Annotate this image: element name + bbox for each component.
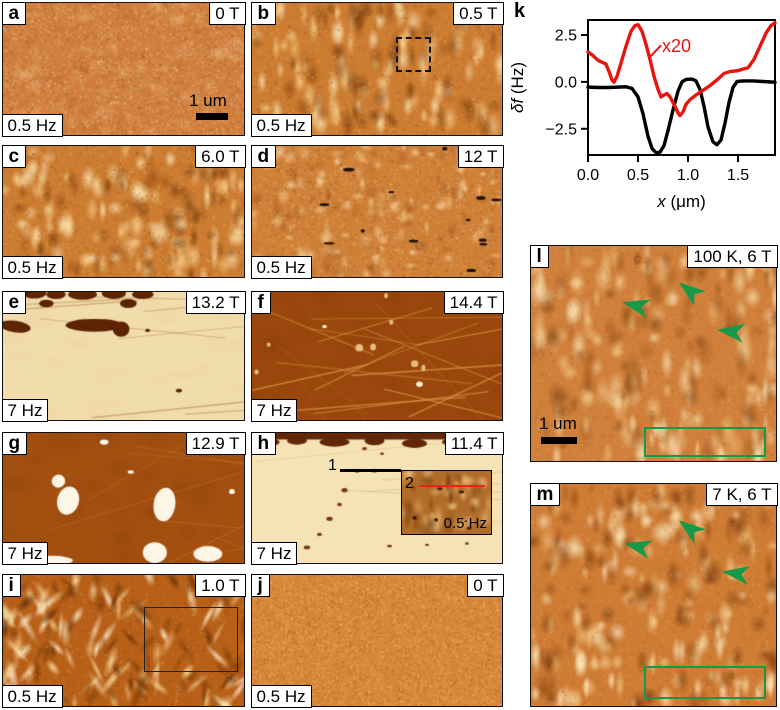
mfm-image-j	[252, 575, 502, 706]
panel-letter-b: b	[250, 1, 277, 25]
panel-j: j 0 T 0.5 Hz	[250, 573, 504, 708]
panel-letter-c: c	[1, 144, 27, 168]
panel-i: i 1.0 T 0.5 Hz	[1, 573, 246, 708]
panel-c: c 6.0 T 0.5 Hz	[1, 144, 246, 279]
green-roi-box	[644, 666, 766, 699]
afm-image-g	[3, 433, 244, 563]
dashed-roi-box	[396, 37, 431, 72]
panel-letter-d: d	[250, 144, 277, 168]
panel-letter-k: k	[514, 0, 526, 22]
chart-svg: 0.0 0.5 1.0 1.5 2.5 0.0 −2.5 x (μm) δf (Hz) x20	[508, 19, 777, 211]
panel-f: f 14.4 T 7 Hz	[250, 290, 504, 422]
scan-rate-label-j: 0.5 Hz	[250, 684, 312, 708]
field-label-b: 0.5 T	[453, 1, 504, 25]
scan-rate-label-g: 7 Hz	[1, 541, 49, 565]
scan-rate-label-b: 0.5 Hz	[250, 113, 312, 137]
panel-b: b 0.5 T 0.5 Hz	[250, 1, 504, 137]
field-label-l: 100 K, 6 T	[687, 244, 778, 268]
y-tick-label: 2.5	[555, 28, 577, 45]
panel-letter-l: l	[529, 244, 549, 268]
scale-bar-a	[196, 113, 228, 120]
arrowhead-icon	[717, 323, 746, 343]
panel-letter-g: g	[1, 431, 28, 455]
y-axis-label: δf (Hz)	[508, 62, 527, 113]
arrowhead-icon	[624, 540, 653, 559]
scan-rate-label-f: 7 Hz	[250, 398, 298, 422]
arrowhead-icon	[678, 282, 706, 307]
field-label-h: 11.4 T	[444, 431, 504, 455]
x-tick-label: 1.0	[677, 167, 699, 184]
scan-rate-label-d: 0.5 Hz	[250, 255, 312, 279]
panel-letter-a: a	[1, 1, 27, 25]
scan-rate-label-h: 7 Hz	[250, 541, 298, 565]
field-label-c: 6.0 T	[195, 144, 246, 168]
x-tick-label: 0.0	[577, 167, 599, 184]
scale-bar-label-l: 1 um	[539, 414, 577, 433]
panel-g: g 12.9 T 7 Hz	[1, 431, 246, 565]
mfm-image-i	[3, 575, 244, 706]
field-label-e: 13.2 T	[185, 290, 246, 314]
scale-bar-l	[541, 437, 577, 444]
roi-box	[144, 607, 238, 672]
mfm-image-c	[3, 146, 244, 277]
mfm-image-b	[252, 3, 502, 135]
panel-m: m 7 K, 6 T	[529, 482, 778, 707]
series-df-x20	[586, 21, 777, 118]
inset-panel: 2 0.5 Hz	[401, 470, 492, 535]
field-label-i: 1.0 T	[195, 573, 246, 597]
panel-letter-i: i	[1, 573, 21, 597]
series-df	[586, 77, 777, 155]
mfm-image-l	[531, 246, 776, 461]
mfm-image-m	[531, 484, 776, 706]
profile-1-label: 1	[328, 457, 337, 474]
x-tick-label: 0.5	[627, 167, 649, 184]
profile-line-2	[419, 485, 485, 487]
panel-h: h 11.4 T 7 Hz 1 2 0.5 Hz	[250, 431, 504, 565]
panel-letter-j: j	[250, 573, 270, 597]
y-tick-label: −2.5	[545, 121, 577, 138]
panel-a: a 0 T 0.5 Hz 1 um	[1, 1, 246, 137]
scan-rate-label-a: 0.5 Hz	[1, 113, 63, 137]
profile-2-label: 2	[405, 475, 414, 492]
scan-rate-label-i: 0.5 Hz	[1, 684, 63, 708]
green-roi-box	[644, 427, 766, 457]
field-label-j: 0 T	[467, 573, 504, 597]
inset-image	[402, 471, 491, 534]
field-label-m: 7 K, 6 T	[706, 482, 778, 506]
panel-l: l 100 K, 6 T 1 um	[529, 244, 778, 462]
panel-letter-m: m	[529, 482, 561, 506]
x-tick-label: 1.5	[727, 167, 749, 184]
y-tick-label: 0.0	[555, 74, 577, 91]
annotation-label: x20	[662, 36, 691, 56]
panel-letter-h: h	[250, 431, 277, 455]
arrowhead-icon	[722, 565, 751, 585]
scale-bar-label-a: 1 um	[189, 91, 227, 110]
panel-letter-e: e	[1, 290, 27, 314]
profile-line-1	[340, 469, 401, 472]
panel-d: d 12 T 0.5 Hz	[250, 144, 504, 279]
scan-rate-label-e: 7 Hz	[1, 398, 49, 422]
arrowhead-icon	[678, 520, 706, 545]
field-label-d: 12 T	[457, 144, 504, 168]
panel-letter-f: f	[250, 290, 271, 314]
annotation-leader	[649, 44, 662, 58]
panel-e: e 13.2 T 7 Hz	[1, 290, 246, 422]
field-label-a: 0 T	[209, 1, 246, 25]
x-axis-label: x (μm)	[656, 192, 706, 211]
field-label-f: 14.4 T	[443, 290, 504, 314]
mfm-image-d	[252, 146, 502, 277]
scan-rate-label-c: 0.5 Hz	[1, 255, 63, 279]
arrowhead-icon	[622, 299, 651, 318]
field-label-g: 12.9 T	[185, 431, 246, 455]
line-profile-chart: 0.0 0.5 1.0 1.5 2.5 0.0 −2.5 x (μm) δf (Hz) x20	[505, 0, 780, 220]
inset-scan-rate-label: 0.5 Hz	[443, 515, 487, 532]
